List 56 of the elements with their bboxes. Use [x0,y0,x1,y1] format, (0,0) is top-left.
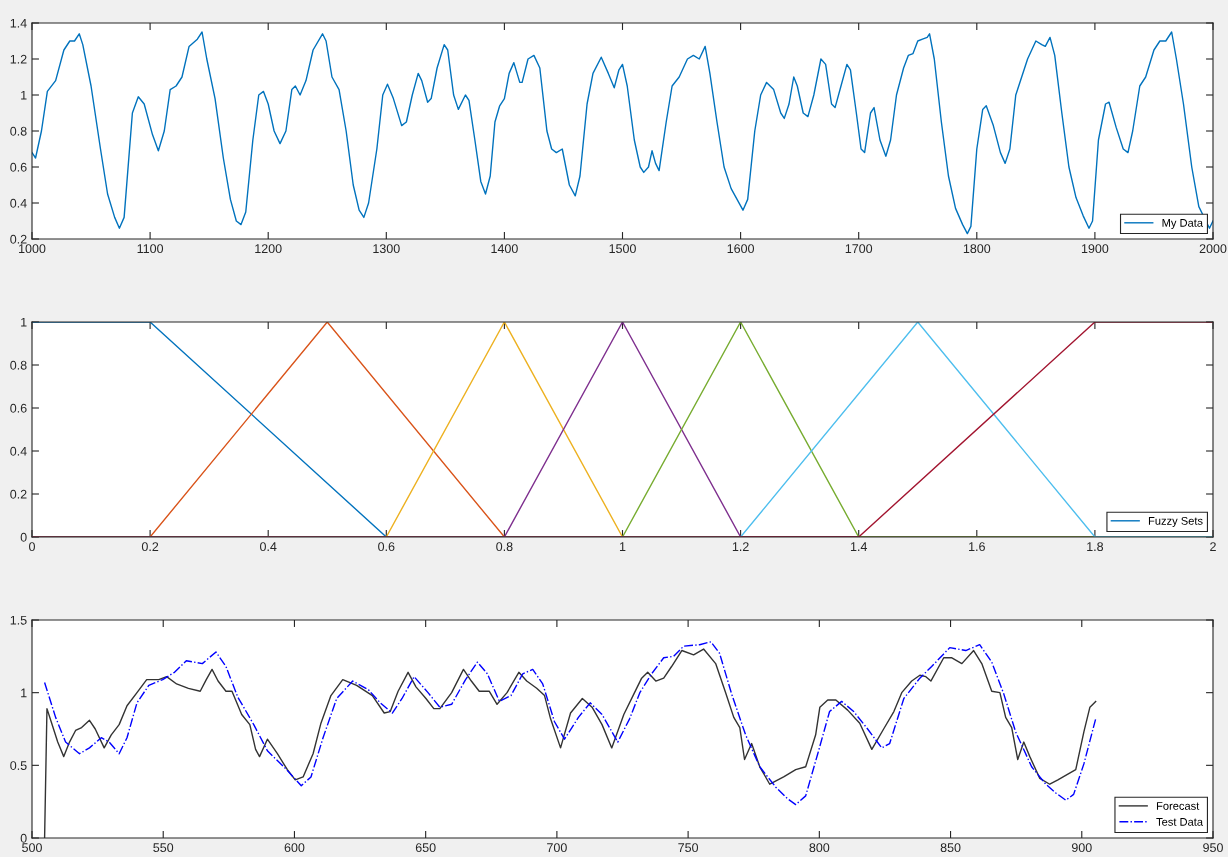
y-tick-label: 0.4 [10,198,27,208]
y-tick-label: 1.5 [10,615,27,625]
x-tick-label: 0.8 [496,542,513,552]
y-tick-label: 0.6 [10,403,27,413]
x-tick-label: 800 [809,843,830,853]
x-tick-label: 1.2 [732,542,749,551]
x-tick-label: 0.2 [141,542,159,552]
y-tick-label: 1 [21,688,27,698]
x-tick-label: 500 [22,843,42,853]
line-series [32,31,1213,235]
x-tick-label: 600 [284,843,305,853]
y-tick-label: 1 [21,90,27,100]
y-tick-label: 1 [21,317,27,327]
y-tick-label: 0.8 [10,126,27,136]
x-tick-label: 1100 [137,244,164,254]
x-tick-label: 1400 [491,244,518,254]
x-tick-label: 2 [1210,542,1216,551]
x-tick-label: 750 [678,843,699,853]
y-tick-label: 0.2 [10,489,27,499]
line-series [43,648,1097,838]
x-tick-label: 1.6 [969,542,985,552]
x-tick-label: 0.6 [378,542,395,552]
x-tick-label: 0.4 [260,542,277,552]
y-tick-label: 0.2 [10,234,27,244]
y-tick-label: 0.8 [10,360,27,370]
x-tick-label: 1600 [727,244,755,254]
y-tick-label: 0.4 [10,446,27,456]
y-tick-label: 1.4 [10,18,27,28]
line-series [43,641,1097,806]
x-tick-label: 850 [940,843,961,853]
x-tick-label: 550 [153,843,174,853]
x-tick-label: 1000 [19,244,46,254]
x-tick-label: 1.4 [850,542,868,551]
x-tick-label: 700 [547,843,567,853]
y-tick-label: 0 [20,833,27,843]
x-tick-label: 1 [619,542,626,551]
x-tick-label: 1700 [845,244,873,254]
y-tick-label: 0.6 [10,162,27,172]
x-tick-label: 1300 [373,244,400,254]
x-tick-label: 1500 [609,244,636,254]
legend-label: Test Data [1156,818,1203,826]
x-tick-label: 1200 [255,244,282,254]
x-tick-label: 900 [1071,843,1092,853]
x-tick-label: 1800 [963,244,991,254]
x-tick-label: 1.8 [1087,542,1104,552]
x-tick-label: 650 [415,843,436,853]
y-tick-label: 1.2 [10,54,27,64]
x-tick-label: 2000 [1199,244,1227,254]
y-tick-label: 0 [20,532,27,542]
legend-label: Fuzzy Sets [1148,516,1203,527]
x-tick-label: 950 [1203,843,1223,853]
x-tick-label: 1900 [1081,244,1109,254]
y-tick-label: 0.5 [10,761,27,770]
legend-label: Forecast [1156,802,1200,810]
x-tick-label: 0 [29,542,35,552]
legend-label: My Data [1162,219,1203,229]
